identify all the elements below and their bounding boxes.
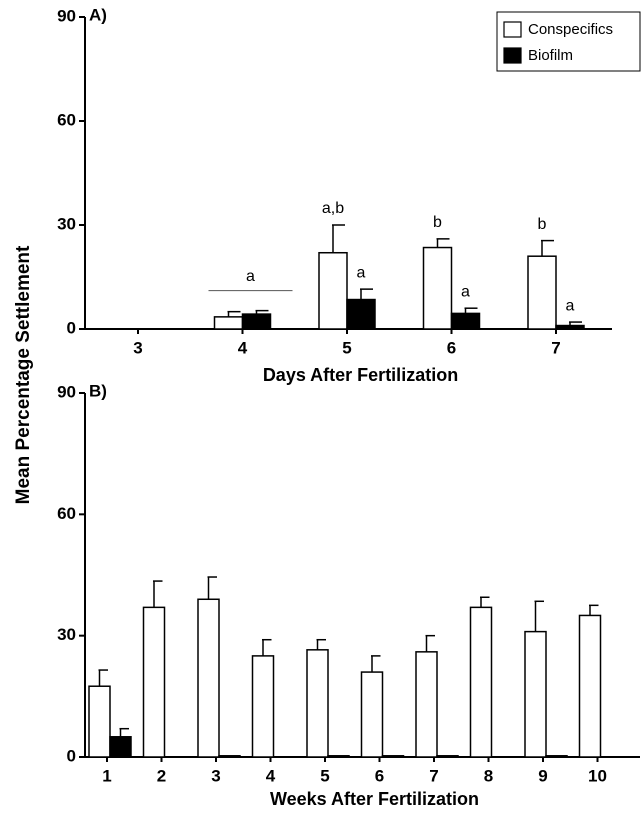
bar bbox=[524, 630, 547, 758]
significance-letter: b bbox=[433, 214, 442, 231]
bar bbox=[415, 651, 438, 758]
x-tick-label: 6 bbox=[375, 766, 384, 785]
y-tick-label: 90 bbox=[57, 382, 76, 401]
bar bbox=[555, 324, 585, 330]
x-tick-label: 5 bbox=[342, 338, 351, 357]
x-tick-label: 9 bbox=[538, 766, 547, 785]
bar bbox=[318, 251, 348, 330]
x-tick-label: 4 bbox=[238, 338, 248, 357]
bar bbox=[450, 312, 481, 330]
y-tick-label: 0 bbox=[67, 746, 76, 765]
y-tick-label: 90 bbox=[57, 6, 76, 25]
bar bbox=[109, 736, 132, 758]
bar bbox=[469, 606, 493, 758]
x-tick-label: 5 bbox=[320, 766, 329, 785]
bar bbox=[251, 655, 275, 758]
bar bbox=[142, 606, 166, 758]
significance-letter: a bbox=[357, 264, 366, 281]
x-axis-label: Days After Fertilization bbox=[263, 365, 458, 385]
bar bbox=[545, 755, 568, 758]
x-tick-label: 3 bbox=[211, 766, 220, 785]
x-tick-label: 8 bbox=[484, 766, 493, 785]
y-tick-label: 60 bbox=[57, 110, 76, 129]
legend-label: Biofilm bbox=[528, 47, 573, 64]
bar bbox=[381, 755, 405, 758]
y-tick-label: 30 bbox=[57, 214, 76, 233]
bar bbox=[241, 313, 272, 330]
x-tick-label: 4 bbox=[266, 766, 276, 785]
x-tick-label: 3 bbox=[133, 338, 142, 357]
significance-letter: b bbox=[538, 216, 547, 233]
y-axis-label: Mean Percentage Settlement bbox=[13, 245, 34, 504]
significance-letter: a bbox=[246, 268, 255, 285]
bar bbox=[218, 755, 241, 758]
x-tick-label: 7 bbox=[429, 766, 438, 785]
y-tick-label: 60 bbox=[57, 504, 76, 523]
bar bbox=[527, 255, 557, 330]
bar bbox=[346, 298, 376, 330]
bar bbox=[306, 649, 329, 758]
significance-letter: a bbox=[461, 283, 470, 300]
panel-title: B) bbox=[89, 381, 107, 400]
bar bbox=[327, 755, 350, 758]
x-tick-label: 1 bbox=[102, 766, 111, 785]
bar bbox=[360, 671, 384, 758]
bar bbox=[422, 246, 453, 330]
y-tick-label: 0 bbox=[67, 318, 76, 337]
y-tick-label: 30 bbox=[57, 625, 76, 644]
legend-swatch bbox=[503, 21, 522, 38]
legend-label: Conspecifics bbox=[528, 21, 613, 38]
x-tick-label: 10 bbox=[588, 766, 607, 785]
legend-swatch bbox=[503, 47, 522, 64]
panel-title: A) bbox=[89, 5, 107, 24]
x-axis-label: Weeks After Fertilization bbox=[270, 789, 479, 809]
x-tick-label: 2 bbox=[157, 766, 166, 785]
bar bbox=[197, 598, 220, 758]
significance-letter: a,b bbox=[322, 200, 344, 217]
x-tick-label: 7 bbox=[551, 338, 560, 357]
bar bbox=[88, 685, 111, 758]
bar bbox=[436, 755, 459, 758]
bar bbox=[213, 316, 244, 330]
x-tick-label: 6 bbox=[447, 338, 456, 357]
significance-letter: a bbox=[566, 297, 575, 314]
bar bbox=[578, 614, 602, 758]
